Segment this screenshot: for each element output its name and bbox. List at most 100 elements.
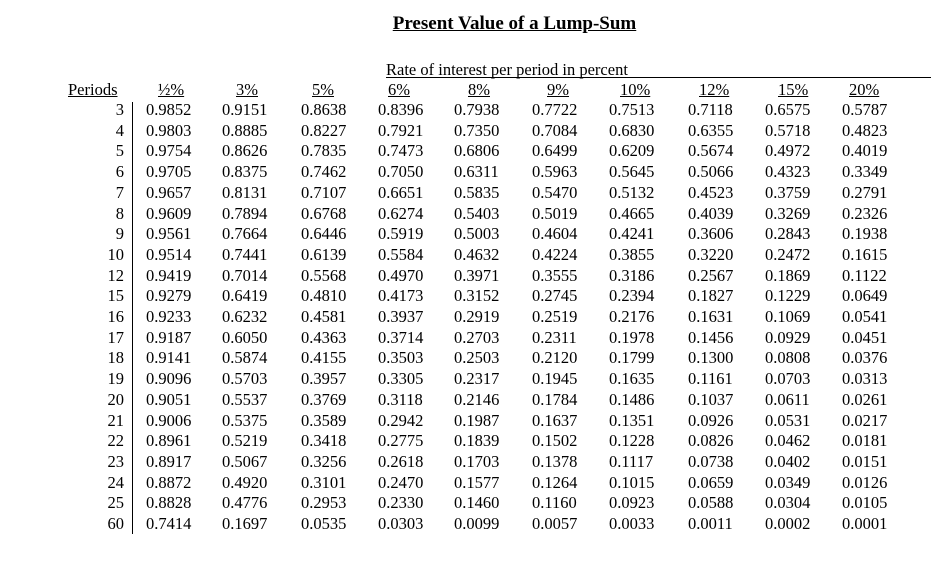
- pv-factor-cell: 0.4823: [842, 120, 888, 140]
- pv-factor-cell: 0.2146: [454, 389, 500, 409]
- pv-factor-cell: 0.8227: [301, 120, 347, 140]
- pv-factor-cell: 0.5874: [222, 348, 268, 368]
- pv-factor-cell: 0.4363: [301, 327, 347, 347]
- pv-factor-cell: 0.5019: [532, 203, 578, 223]
- pv-factor-cell: 0.1978: [609, 327, 655, 347]
- pv-factor-cell: 0.2942: [378, 410, 424, 430]
- pv-factor-cell: 0.1037: [688, 389, 734, 409]
- pv-factor-cell: 0.2519: [532, 307, 578, 326]
- pv-factor-cell: 0.8638: [301, 100, 347, 119]
- pv-factor-cell: 0.0462: [765, 431, 811, 451]
- pv-factor-cell: 0.8626: [222, 141, 268, 161]
- pv-factor-cell: 0.5067: [222, 451, 268, 471]
- pv-factor-cell: 0.2120: [532, 348, 578, 368]
- pv-factor-cell: 0.9006: [146, 410, 192, 430]
- pv-factor-cell: 0.7441: [222, 244, 268, 264]
- pv-factor-cell: 0.6651: [378, 182, 424, 202]
- pv-factor-cell: 0.2745: [532, 286, 578, 306]
- pv-factor-cell: 0.0304: [765, 493, 811, 513]
- pv-factor-cell: 0.1378: [532, 451, 578, 471]
- pv-factor-cell: 0.0181: [842, 431, 888, 451]
- pv-factor-cell: 0.7513: [609, 100, 655, 119]
- rate-header: 10%: [620, 80, 651, 99]
- pv-factor-cell: 0.3186: [609, 265, 655, 285]
- pv-factor-cell: 0.5835: [454, 182, 500, 202]
- pv-factor-cell: 0.1703: [454, 451, 500, 471]
- pv-factor-cell: 0.6768: [301, 203, 347, 223]
- pv-factor-cell: 0.3855: [609, 244, 655, 264]
- pv-factor-cell: 0.0057: [532, 514, 578, 533]
- pv-factor-cell: 0.6830: [609, 120, 655, 140]
- period-label: 7: [115, 182, 124, 202]
- pv-factor-cell: 0.0313: [842, 369, 888, 389]
- period-label: 6: [115, 162, 124, 182]
- pv-factor-cell: 0.0531: [765, 410, 811, 430]
- rate-header: 20%: [849, 80, 880, 99]
- pv-factor-cell: 0.7118: [688, 100, 733, 119]
- pv-factor-cell: 0.6446: [301, 224, 347, 244]
- pv-factor-cell: 0.5403: [454, 203, 500, 223]
- pv-factor-cell: 0.1122: [842, 265, 887, 285]
- pv-factor-cell: 0.2703: [454, 327, 500, 347]
- pv-factor-cell: 0.3220: [688, 244, 734, 264]
- pv-factor-cell: 0.0002: [765, 514, 811, 533]
- rate-header: ½%: [158, 80, 185, 99]
- pv-factor-cell: 0.9705: [146, 162, 192, 182]
- pv-factor-cell: 0.0099: [454, 514, 500, 533]
- pv-factor-cell: 0.0033: [609, 514, 655, 533]
- pv-factor-cell: 0.8885: [222, 120, 268, 140]
- pv-factor-cell: 0.5537: [222, 389, 268, 409]
- period-label: 24: [107, 472, 125, 492]
- pv-factor-cell: 0.0588: [688, 493, 734, 513]
- pv-factor-cell: 0.0535: [301, 514, 347, 533]
- pv-factor-cell: 0.0451: [842, 327, 888, 347]
- pv-factor-cell: 0.6050: [222, 327, 268, 347]
- pv-factor-cell: 0.3759: [765, 182, 811, 202]
- pv-factor-cell: 0.4920: [222, 472, 268, 492]
- period-label: 4: [115, 120, 124, 140]
- pv-factor-cell: 0.0611: [765, 389, 810, 409]
- pv-factor-cell: 0.6355: [688, 120, 734, 140]
- pv-factor-cell: 0.7473: [378, 141, 424, 161]
- pv-factor-cell: 0.7084: [532, 120, 578, 140]
- pv-factor-cell: 0.1015: [609, 472, 655, 492]
- pv-factor-cell: 0.5919: [378, 224, 424, 244]
- pv-factor-cell: 0.3269: [765, 203, 811, 223]
- pv-factor-cell: 0.3118: [378, 389, 423, 409]
- pv-factor-cell: 0.3305: [378, 369, 424, 389]
- pv-factor-cell: 0.7664: [222, 224, 268, 244]
- pv-factor-cell: 0.9187: [146, 327, 192, 347]
- period-label: 3: [115, 100, 124, 119]
- pv-factor-cell: 0.7462: [301, 162, 347, 182]
- pv-factor-cell: 0.1577: [454, 472, 500, 492]
- pv-factor-cell: 0.0929: [765, 327, 811, 347]
- pv-factor-cell: 0.2394: [609, 286, 655, 306]
- pv-factor-cell: 0.4019: [842, 141, 888, 161]
- pv-factor-cell: 0.3152: [454, 286, 500, 306]
- pv-factor-cell: 0.9279: [146, 286, 192, 306]
- pv-factor-cell: 0.6806: [454, 141, 500, 161]
- pv-factor-cell: 0.1615: [842, 244, 888, 264]
- pv-factor-cell: 0.7921: [378, 120, 424, 140]
- pv-factor-cell: 0.3256: [301, 451, 347, 471]
- rate-header: 3%: [236, 80, 258, 99]
- pv-factor-cell: 0.3937: [378, 307, 424, 326]
- pv-factor-cell: 0.5003: [454, 224, 500, 244]
- pv-factor-cell: 0.6575: [765, 100, 811, 119]
- pv-factor-cell: 0.4970: [378, 265, 424, 285]
- pv-factor-cell: 0.9151: [222, 100, 268, 119]
- pv-factor-cell: 0.0151: [842, 451, 888, 471]
- rate-header: 6%: [388, 80, 410, 99]
- pv-factor-cell: 0.5703: [222, 369, 268, 389]
- period-label: 16: [107, 307, 125, 326]
- pv-factor-cell: 0.9096: [146, 369, 192, 389]
- pv-factor-cell: 0.4173: [378, 286, 424, 306]
- pv-factor-cell: 0.2791: [842, 182, 888, 202]
- pv-factor-cell: 0.0261: [842, 389, 888, 409]
- pv-factor-cell: 0.1635: [609, 369, 655, 389]
- pv-factor-cell: 0.0105: [842, 493, 888, 513]
- pv-factor-cell: 0.4665: [609, 203, 655, 223]
- pv-factor-cell: 0.0303: [378, 514, 424, 533]
- pv-factor-cell: 0.8872: [146, 472, 192, 492]
- pv-factor-cell: 0.2326: [842, 203, 888, 223]
